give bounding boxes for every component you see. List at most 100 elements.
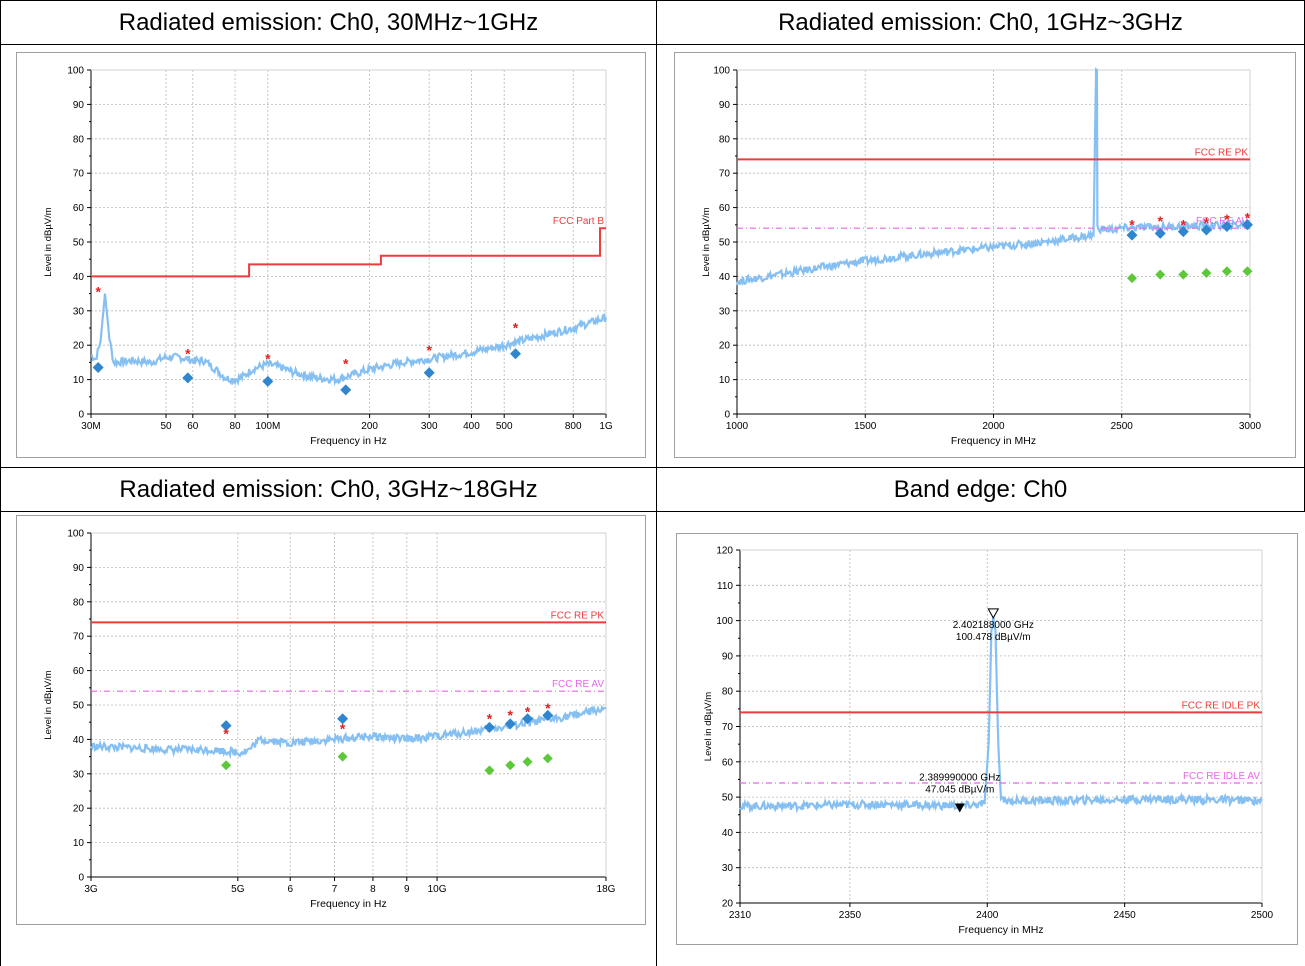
av-marker [1127,273,1138,284]
qp-marker [510,348,522,360]
qp-marker [1200,224,1212,236]
limit-line [91,227,606,278]
y-tick-label: 70 [719,169,731,180]
av-marker [542,753,553,764]
x-tick-label: 2500 [1251,910,1274,921]
x-tick-label: 2450 [1114,910,1137,921]
x-tick-label: 1500 [854,421,877,432]
spectrum-trace [735,67,1251,287]
pk-marker: * [525,703,531,719]
limit-label: FCC RE PK [551,610,605,621]
y-tick-label: 50 [722,793,734,804]
chart-panel-band-edge: 20 30 40 50 60 70 80 90 100 110 120 2310 2350 2400 245… [676,533,1298,945]
x-tick-label: 3000 [1239,421,1262,432]
chart-panel-30m-1g: 0 10 20 30 40 50 60 70 80 90 100 30M 50 60 80 100M 200 30… [16,52,646,458]
y-tick-label: 0 [78,873,84,884]
y-tick-label: 20 [719,341,731,352]
y-tick-label: 30 [719,306,731,317]
y-tick-label: 10 [73,375,85,386]
table-border-left [0,0,1,966]
qp-marker [522,713,534,725]
qp-marker [423,367,435,379]
x-tick-label: 2000 [982,421,1005,432]
y-tick-label: 80 [73,134,85,145]
y-tick-label: 100 [713,66,730,77]
y-tick-label: 110 [717,581,733,592]
y-tick-label: 100 [67,66,84,77]
emission-chart: 0 10 20 30 40 50 60 70 80 90 100 1000 1500 2000 2500 30… [674,52,1296,458]
x-tick-label: 3G [84,884,98,895]
y-tick-label: 60 [722,757,734,768]
band-edge-marker [954,803,965,813]
limit-label: FCC RE AV [552,679,604,690]
y-tick-label: 30 [73,306,85,317]
x-tick-label: 1G [599,421,613,432]
table-row-divider [0,44,1305,45]
pk-marker: * [508,707,514,723]
chart-panel-3g-18g: 0 10 20 30 40 50 60 70 80 90 100 3G 5G 6 7 8 9 10G 18G Freq… [16,515,646,925]
y-tick-label: 100 [67,529,84,540]
y-tick-label: 60 [73,666,85,677]
x-axis-label: Frequency in Hz [310,898,386,910]
limit-label: FCC RE IDLE AV [1183,771,1260,782]
y-tick-label: 60 [719,203,731,214]
qp-marker [340,384,352,396]
chart-frame [674,52,1296,458]
cell-title: Radiated emission: Ch0, 30MHz~1GHz [118,9,539,36]
av-marker [505,760,516,771]
x-tick-label: 18G [597,884,616,895]
x-tick-label: 60 [187,421,199,432]
cell-title: Radiated emission: Ch0, 1GHz~3GHz [778,9,1183,36]
pk-marker: * [1224,211,1230,227]
av-marker [221,760,232,771]
pk-marker: * [1129,216,1135,232]
x-tick-label: 10G [428,884,447,895]
y-tick-label: 10 [73,838,85,849]
marker-readout: 2.389990000 GHz [919,773,1000,784]
pk-marker: * [1157,213,1163,229]
qp-marker [542,709,554,721]
table-row-divider [0,511,1305,512]
av-marker [1178,269,1189,280]
pk-marker: * [223,726,229,742]
pk-marker: * [545,700,551,716]
marker-readout: 2.402188000 GHz [953,620,1034,631]
y-tick-label: 120 [716,546,733,557]
qp-marker [504,718,516,730]
y-tick-label: 0 [78,410,84,421]
pk-marker: * [1181,216,1187,232]
y-tick-label: 90 [73,100,85,111]
spectrum-trace [90,293,608,387]
x-axis-label: Frequency in MHz [958,924,1043,936]
y-tick-label: 100 [716,616,733,627]
y-tick-label: 80 [719,134,731,145]
emission-chart: 0 10 20 30 40 50 60 70 80 90 100 30M 50 60 80 100M 200 30… [16,52,646,458]
y-tick-label: 60 [73,203,85,214]
band-edge-chart: 20 30 40 50 60 70 80 90 100 110 120 2310 2350 2400 245… [676,533,1298,945]
x-tick-label: 8 [370,884,376,895]
y-tick-label: 70 [722,722,734,733]
peak-marker [987,608,1000,619]
qp-marker [1241,219,1253,231]
qp-marker [182,372,194,384]
x-tick-label: 300 [421,421,438,432]
av-marker [337,751,348,762]
x-tick-label: 500 [496,421,513,432]
av-marker [1221,266,1232,277]
x-tick-label: 2400 [976,910,999,921]
qp-marker [483,721,495,733]
spectrum-trace [90,704,607,760]
y-tick-label: 70 [73,169,85,180]
emission-chart: 0 10 20 30 40 50 60 70 80 90 100 3G 5G 6 7 8 9 10G 18G Freq… [16,515,646,925]
y-tick-label: 30 [722,863,734,874]
x-tick-label: 2500 [1111,421,1134,432]
x-tick-label: 5G [231,884,245,895]
x-tick-label: 80 [229,421,241,432]
spectrum-trace [739,616,1263,814]
qp-marker [1221,221,1233,233]
pk-marker: * [340,721,346,737]
x-axis-label: Frequency in MHz [951,435,1036,447]
pk-marker: * [343,356,349,372]
av-marker [484,765,495,776]
